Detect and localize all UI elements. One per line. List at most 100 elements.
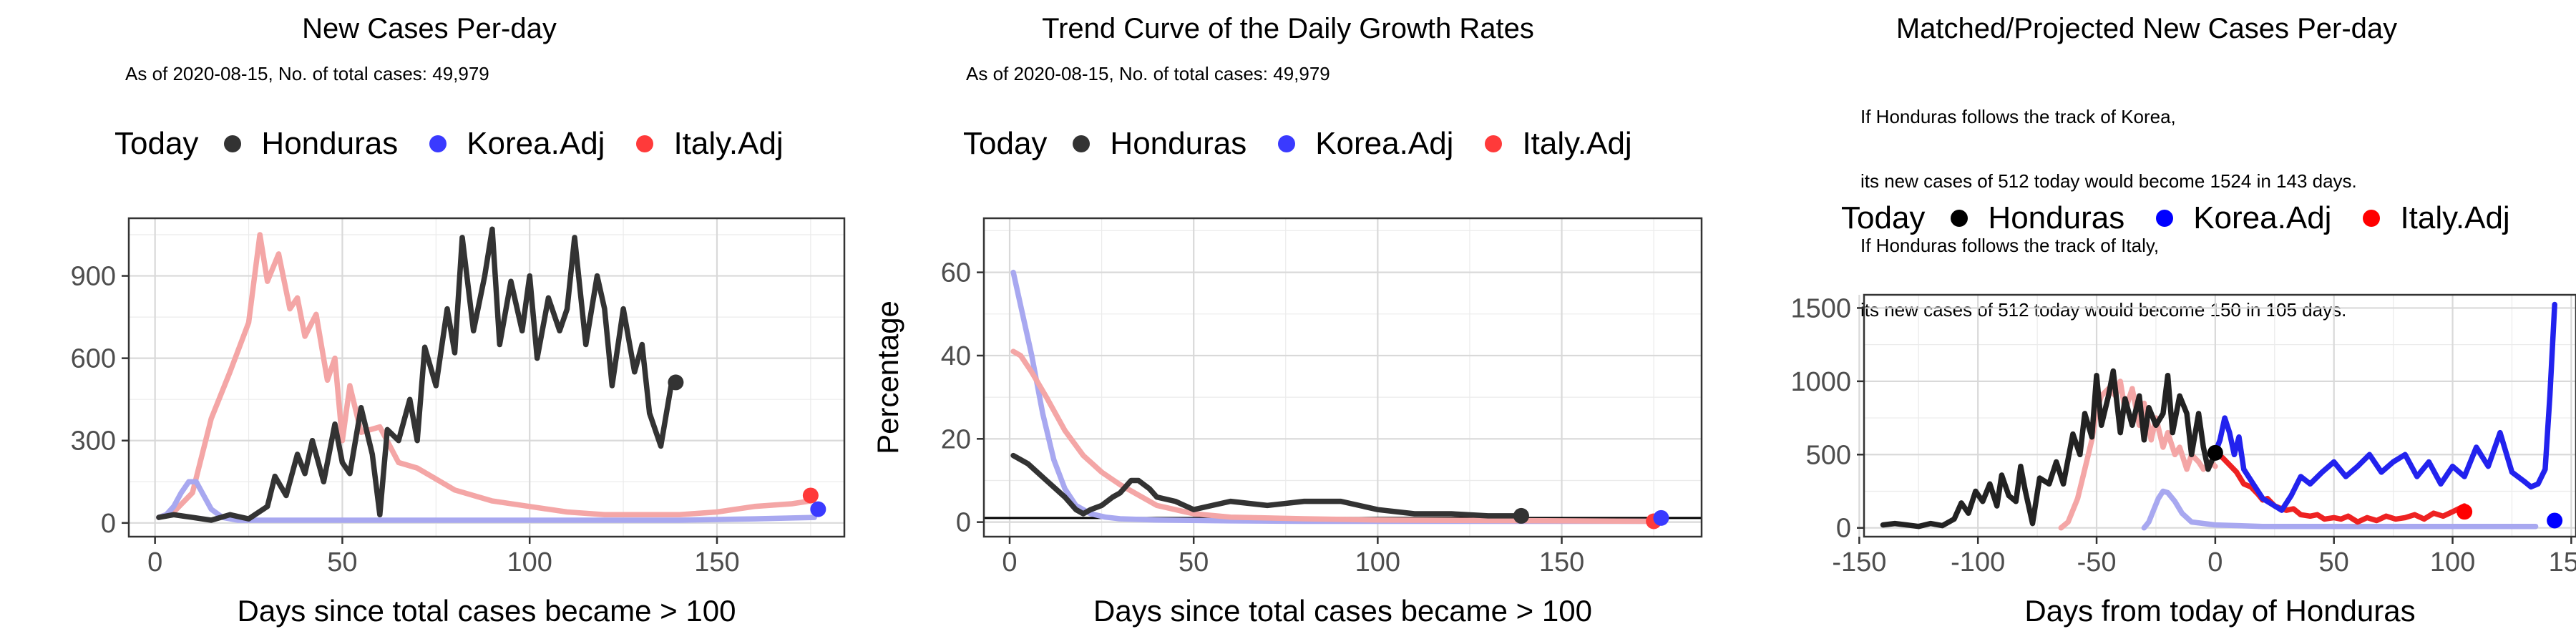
series-group — [1010, 269, 1664, 525]
today-point-italy-adj — [802, 487, 819, 504]
subtitle-line: If Honduras follows the track of Italy, — [1860, 235, 2160, 256]
chart-title: Trend Curve of the Daily Growth Rates — [1042, 13, 1534, 44]
x-tick-label: 50 — [2319, 547, 2349, 577]
today-point-honduras — [1513, 507, 1529, 524]
y-tick-label: 1500 — [1790, 293, 1851, 323]
legend-label: Italy.Adj — [673, 126, 784, 161]
plot-border — [127, 217, 846, 538]
legend: Today Honduras Korea.Adj Italy.Adj — [963, 126, 1664, 162]
x-tick-label: 100 — [507, 547, 552, 577]
series-line-italy-adj — [156, 232, 814, 520]
x-tick-label: -50 — [2077, 547, 2117, 577]
x-tick-label: 50 — [327, 547, 357, 577]
legend-dot-korea — [2156, 210, 2174, 227]
series-line-korea-adj — [156, 479, 817, 523]
x-tick-label: 100 — [2430, 547, 2475, 577]
y-tick-label: 40 — [941, 341, 971, 371]
y-tick-label: 20 — [941, 424, 971, 454]
chart-title: Matched/Projected New Cases Per-day — [1896, 13, 2398, 44]
legend-dot-korea — [1278, 135, 1296, 152]
y-tick-label: 0 — [1836, 514, 1851, 544]
y-tick-label: 1000 — [1790, 367, 1851, 397]
chart-subtitle: As of 2020-08-15, No. of total cases: 49… — [125, 63, 489, 84]
x-tick-label: -150 — [1832, 547, 1886, 577]
subtitle-line: If Honduras follows the track of Korea, — [1860, 106, 2176, 127]
panel-new-cases: New Cases Per-day As of 2020-08-15, No. … — [0, 0, 859, 644]
legend-label: Korea.Adj — [2193, 200, 2332, 235]
y-tick-label: 0 — [956, 508, 971, 538]
y-tick-label: 300 — [71, 426, 116, 457]
chart-plot-growth-rates: 0 50 100 150 0 20 40 60 Days since total cases b… — [871, 217, 1703, 628]
panel-growth-rates: Trend Curve of the Daily Growth Rates As… — [859, 0, 1717, 644]
series-group — [1880, 301, 2557, 531]
x-tick-label: 50 — [1179, 547, 1209, 577]
x-tick-label: 0 — [1002, 547, 1017, 577]
chart-title: New Cases Per-day — [302, 13, 557, 44]
legend-label: Honduras — [1110, 126, 1247, 161]
x-axis-title: Days from today of Honduras — [2024, 594, 2415, 628]
legend-dot-honduras — [224, 135, 242, 152]
legend-item-italy: Italy.Adj — [1485, 126, 1632, 162]
plot-border — [982, 217, 1703, 538]
subtitle-line: its new cases of 512 today would become … — [1860, 170, 2357, 192]
legend-title: Today — [114, 126, 199, 161]
legend-dot-italy — [1485, 135, 1503, 152]
legend: Today Honduras Korea.Adj Italy.Adj — [114, 126, 815, 162]
y-axis-title: Percentage — [871, 301, 904, 454]
x-axis-title: Days since total cases became > 100 — [238, 594, 736, 628]
today-point-korea-adj — [1653, 509, 1669, 526]
chart-plot-projected: -150-100-50050100150050010001500Days fro… — [1790, 293, 2576, 628]
legend-label: Honduras — [261, 126, 399, 161]
panel-projected: Matched/Projected New Cases Per-day If H… — [1717, 0, 2576, 644]
today-point-korea-adj — [2547, 512, 2563, 529]
today-point-italy-adj — [2457, 504, 2473, 520]
subtitle-line: its new cases of 512 today would become … — [1860, 299, 2347, 321]
y-tick-label: 900 — [71, 262, 116, 292]
plot-border — [1863, 293, 2576, 538]
chart-subtitle: As of 2020-08-15, No. of total cases: 49… — [966, 63, 1330, 84]
series-line-italy-adj — [1010, 348, 1657, 525]
legend-item-italy: Italy.Adj — [2363, 200, 2510, 236]
legend-item-korea: Korea.Adj — [429, 126, 605, 162]
legend-dot-honduras — [1073, 135, 1091, 152]
legend-dot-italy — [2363, 210, 2381, 227]
x-tick-label: 0 — [2207, 547, 2223, 577]
legend-item-korea: Korea.Adj — [2156, 200, 2331, 236]
series-line-korea-adj-past — [2141, 488, 2539, 531]
series-line-honduras — [1880, 368, 2218, 530]
x-axis-title: Days since total cases became > 100 — [1093, 594, 1592, 628]
x-tick-label: 150 — [694, 547, 739, 577]
today-point-honduras — [668, 374, 684, 391]
series-line-honduras — [156, 226, 675, 523]
series-line-korea-adj — [2212, 301, 2557, 513]
legend-item-honduras: Honduras — [224, 126, 398, 162]
legend-dot-honduras — [1951, 210, 1968, 227]
legend: Today Honduras Korea.Adj Italy.Adj — [1841, 200, 2542, 236]
legend-title: Today — [963, 126, 1048, 161]
x-tick-label: 150 — [2549, 547, 2576, 577]
legend-label: Italy.Adj — [1522, 126, 1632, 161]
legend-dot-italy — [636, 135, 654, 152]
x-tick-label: -100 — [1951, 547, 2005, 577]
legend-item-honduras: Honduras — [1073, 126, 1246, 162]
today-point-honduras — [2207, 444, 2223, 461]
series-group — [156, 226, 817, 523]
y-tick-label: 500 — [1806, 440, 1851, 470]
today-point-korea-adj — [810, 501, 826, 517]
x-tick-label: 150 — [1539, 547, 1584, 577]
y-tick-label: 60 — [941, 258, 971, 288]
y-tick-label: 600 — [71, 344, 116, 374]
legend-label: Korea.Adj — [1315, 126, 1454, 161]
x-tick-label: 100 — [1355, 547, 1400, 577]
chart-plot-new-cases: 0 50 100 150 0 300 600 900 Days since total case… — [71, 217, 846, 628]
legend-item-honduras: Honduras — [1951, 200, 2124, 236]
series-line-italy-adj — [2212, 450, 2467, 525]
legend-item-korea: Korea.Adj — [1278, 126, 1453, 162]
legend-label: Italy.Adj — [2400, 200, 2510, 235]
chart-subtitle: If Honduras follows the track of Korea, … — [1860, 63, 2357, 364]
y-tick-label: 0 — [101, 509, 116, 539]
series-line-honduras — [1010, 452, 1524, 519]
legend-label: Korea.Adj — [467, 126, 605, 161]
x-tick-label: 0 — [147, 547, 162, 577]
legend-title: Today — [1841, 200, 1926, 235]
